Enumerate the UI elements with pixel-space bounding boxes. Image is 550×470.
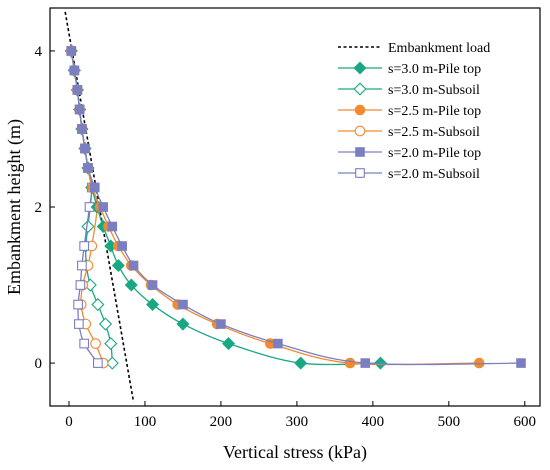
data-point	[516, 358, 526, 368]
data-point	[93, 358, 103, 368]
legend: Embankment load s=3.0 m-Pile top s=3.0 m-S…	[338, 41, 490, 182]
x-tick-label: 200	[210, 414, 233, 430]
x-tick-label: 500	[438, 414, 461, 430]
y-axis-title: Embankment height (m)	[4, 119, 25, 295]
x-tick-label: 100	[134, 414, 157, 430]
data-point	[178, 299, 188, 310]
data-point	[66, 46, 77, 56]
data-point	[77, 260, 87, 271]
legend-swatch-marker	[354, 104, 366, 116]
legend-swatch-marker	[354, 125, 366, 137]
legend-label: s=2.5 m-Subsoil	[388, 125, 480, 140]
x-tick-label: 400	[362, 414, 385, 430]
data-point	[73, 299, 83, 310]
data-point	[117, 241, 127, 251]
y-tick-label: 4	[35, 44, 43, 60]
data-point	[124, 278, 138, 292]
legend-label: s=2.5 m-Pile top	[388, 104, 481, 119]
legend-label: s=3.0 m-Subsoil	[388, 83, 480, 98]
tick-layer: 0 100 200 300 400 500 600 0 2 4	[35, 44, 537, 430]
data-point	[77, 124, 87, 134]
data-point	[176, 317, 190, 331]
data-point	[146, 298, 160, 312]
legend-label: Embankment load	[388, 41, 490, 56]
legend-swatch-marker	[355, 147, 365, 157]
legend-swatch-marker	[355, 168, 365, 178]
data-point	[360, 358, 371, 368]
plot-layer	[64, 11, 526, 403]
data-point	[222, 337, 236, 351]
legend-swatch-marker	[353, 82, 367, 96]
data-point	[79, 338, 90, 349]
data-point	[147, 280, 158, 290]
data-point	[105, 356, 119, 370]
data-point	[90, 338, 101, 349]
legend-label: s=3.0 m-Pile top	[388, 62, 481, 77]
legend-swatch-marker	[353, 61, 367, 75]
x-axis-title: Vertical stress (kPa)	[223, 442, 367, 463]
x-tick-label: 600	[514, 414, 537, 430]
data-point	[81, 219, 95, 234]
data-point	[98, 317, 113, 331]
data-point	[104, 336, 118, 351]
data-point	[273, 338, 283, 349]
series-group	[66, 46, 526, 368]
data-point	[107, 221, 118, 232]
data-point	[90, 182, 100, 193]
data-point	[79, 241, 90, 251]
x-tick-label: 0	[65, 414, 73, 430]
data-point	[294, 356, 308, 370]
data-point	[373, 356, 387, 370]
data-point	[80, 143, 90, 154]
data-point	[74, 319, 84, 329]
data-point	[111, 259, 125, 273]
data-point	[216, 319, 226, 329]
data-point	[91, 297, 105, 312]
data-point	[72, 85, 83, 95]
y-tick-label: 0	[35, 356, 43, 372]
data-point	[74, 104, 85, 115]
y-tick-label: 2	[35, 200, 43, 216]
data-point	[98, 202, 108, 212]
data-point	[128, 260, 139, 271]
data-point	[344, 357, 356, 369]
data-point	[75, 280, 86, 290]
data-point	[83, 163, 93, 173]
legend-label: s=2.0 m-Subsoil	[388, 167, 480, 182]
data-point	[69, 65, 80, 76]
legend-label: s=2.0 m-Pile top	[388, 146, 481, 161]
x-tick-label: 300	[286, 414, 309, 430]
